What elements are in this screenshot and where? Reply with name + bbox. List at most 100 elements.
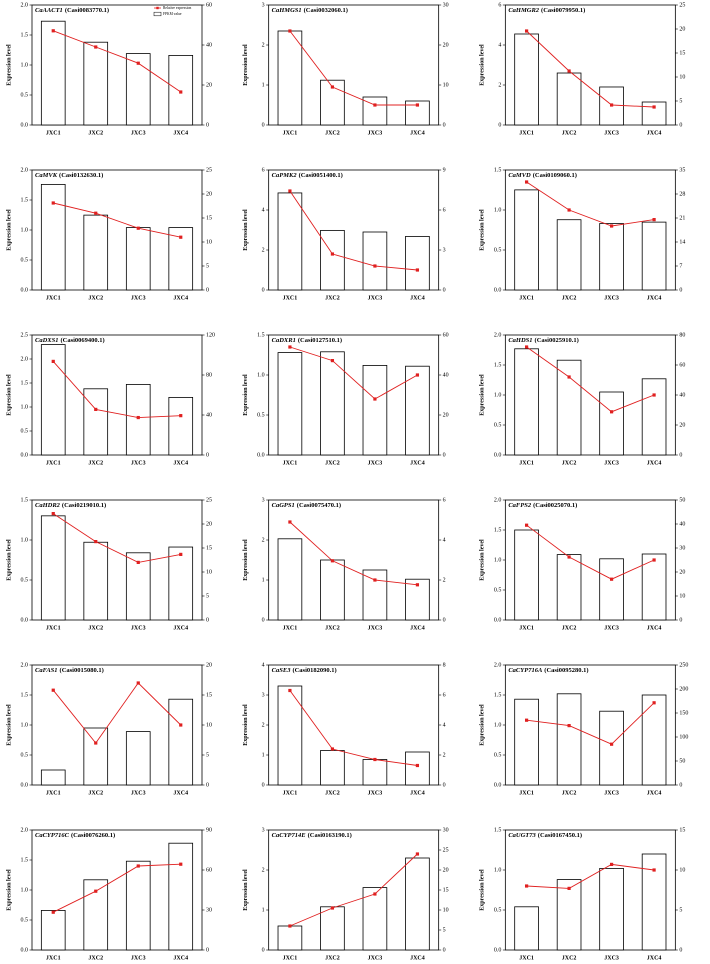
x-tick-label: JXC3 [604, 295, 619, 301]
chart-title: CaSE3 (Casi0182090.1) [272, 667, 337, 674]
point [524, 345, 529, 349]
x-tick-label: JXC2 [88, 460, 103, 466]
bar [168, 546, 194, 621]
chart-title: CaFPS2 (Casi0025070.1) [508, 502, 577, 509]
point [415, 268, 420, 272]
x-tick-label: JXC4 [647, 625, 662, 631]
y-tick-label: 0.5 [21, 92, 29, 98]
bar [168, 396, 194, 456]
x-tick-label: JXC4 [410, 295, 425, 301]
point [567, 69, 571, 73]
chart-title: CaMVK (Casi0132630.1) [35, 172, 103, 179]
chart-title: CaAACT1 (Casi0083770.1) [35, 7, 109, 14]
gene-name: CaGPS1 [272, 502, 295, 509]
plot-frame [31, 499, 203, 621]
gene-name: CaCYP716A [508, 667, 543, 674]
y2-tick-label: 40 [206, 412, 212, 418]
y2-tick-label: 80 [206, 372, 212, 378]
x-tick-label: JXC3 [131, 955, 146, 961]
x-tick-label: JXC2 [562, 295, 577, 301]
y-tick-label: 2 [262, 537, 265, 543]
y2-tick-label: 25 [206, 167, 212, 173]
chart-title: CaCYP714E (Casi0163190.1) [272, 832, 352, 839]
chart-title: CaMVD (Casi0109060.1) [508, 172, 577, 179]
gene-name: CaDXR1 [272, 337, 296, 344]
bar [83, 214, 109, 291]
x-tick-label: JXC4 [647, 295, 662, 301]
y2-tick-label: 60 [206, 2, 212, 8]
bar [556, 554, 582, 621]
y2-tick-label: 0 [206, 287, 209, 293]
bar [125, 860, 151, 951]
point [51, 512, 55, 516]
y-axis-label: Expression level [480, 44, 486, 86]
x-tick-label: JXC1 [46, 295, 61, 301]
y2-tick-label: 0 [443, 287, 446, 293]
y2-tick-label: 100 [679, 734, 688, 740]
x-tick-label: JXC4 [647, 460, 662, 466]
point [136, 681, 140, 685]
bar [83, 879, 109, 951]
bar [514, 189, 539, 291]
point [652, 393, 656, 397]
point [94, 741, 98, 745]
x-tick-label: JXC2 [325, 625, 340, 631]
gene-id: (Casi0182090.1) [292, 667, 336, 674]
line [52, 682, 182, 744]
y-tick-label: 2.0 [494, 497, 502, 503]
x-tick-label: JXC4 [173, 295, 188, 301]
line [526, 524, 655, 580]
y2-tick-label: 5 [206, 263, 209, 269]
y-tick-label: 2.0 [21, 2, 29, 8]
point [136, 864, 140, 868]
bar [320, 229, 345, 291]
y-tick-label: 1.0 [257, 372, 265, 378]
bar [125, 53, 151, 126]
point [524, 180, 529, 184]
y-axis-label: Expression level [243, 704, 249, 746]
x-tick-label: JXC1 [283, 295, 298, 301]
y2-tick-label: 60 [679, 362, 685, 368]
bar [362, 364, 388, 456]
y-tick-label: 0.5 [494, 907, 502, 913]
bar [514, 348, 539, 456]
chart-title: CaHDR2 (Casi0219010.1) [35, 502, 106, 509]
point [373, 264, 377, 268]
point [51, 688, 55, 692]
x-tick-label: JXC3 [368, 625, 383, 631]
point [415, 373, 420, 377]
y2-tick-label: 90 [206, 827, 212, 833]
x-tick-label: JXC2 [88, 955, 103, 961]
x-tick-label: JXC3 [131, 460, 146, 466]
line [526, 702, 655, 745]
x-tick-label: JXC2 [88, 790, 103, 796]
plot-frame [504, 169, 676, 291]
x-tick-label: JXC2 [562, 460, 577, 466]
y-tick-label: 0.0 [494, 947, 502, 953]
y2-tick-label: 20 [206, 191, 212, 197]
y2-tick-label: 0 [443, 452, 446, 458]
y-tick-label: 1.5 [494, 827, 502, 833]
line [526, 346, 655, 413]
plot-frame [268, 499, 440, 621]
gene-name: CaHMGR2 [508, 7, 539, 14]
bar [320, 750, 345, 786]
chart-title: CaHMGS1 (Casi0032060.1) [272, 7, 348, 14]
y2-tick-label: 6 [443, 497, 446, 503]
gene-id: (Casi0076260.1) [71, 832, 115, 839]
point [179, 414, 183, 418]
x-tick-label: JXC1 [519, 130, 534, 136]
y2-tick-label: 5 [679, 98, 682, 104]
point [51, 201, 55, 205]
y2-tick-label: 60 [206, 867, 212, 873]
line [289, 853, 418, 927]
y-tick-label: 2 [262, 867, 265, 873]
y2-tick-label: 120 [206, 332, 215, 338]
y-tick-label: 1.0 [494, 392, 502, 398]
bar [514, 33, 539, 126]
bar [641, 378, 667, 456]
y2-tick-label: 0 [443, 782, 446, 788]
gene-id: (Casi0069400.1) [60, 337, 104, 344]
bar [40, 769, 66, 786]
gene-name: CaMVK [35, 172, 58, 179]
